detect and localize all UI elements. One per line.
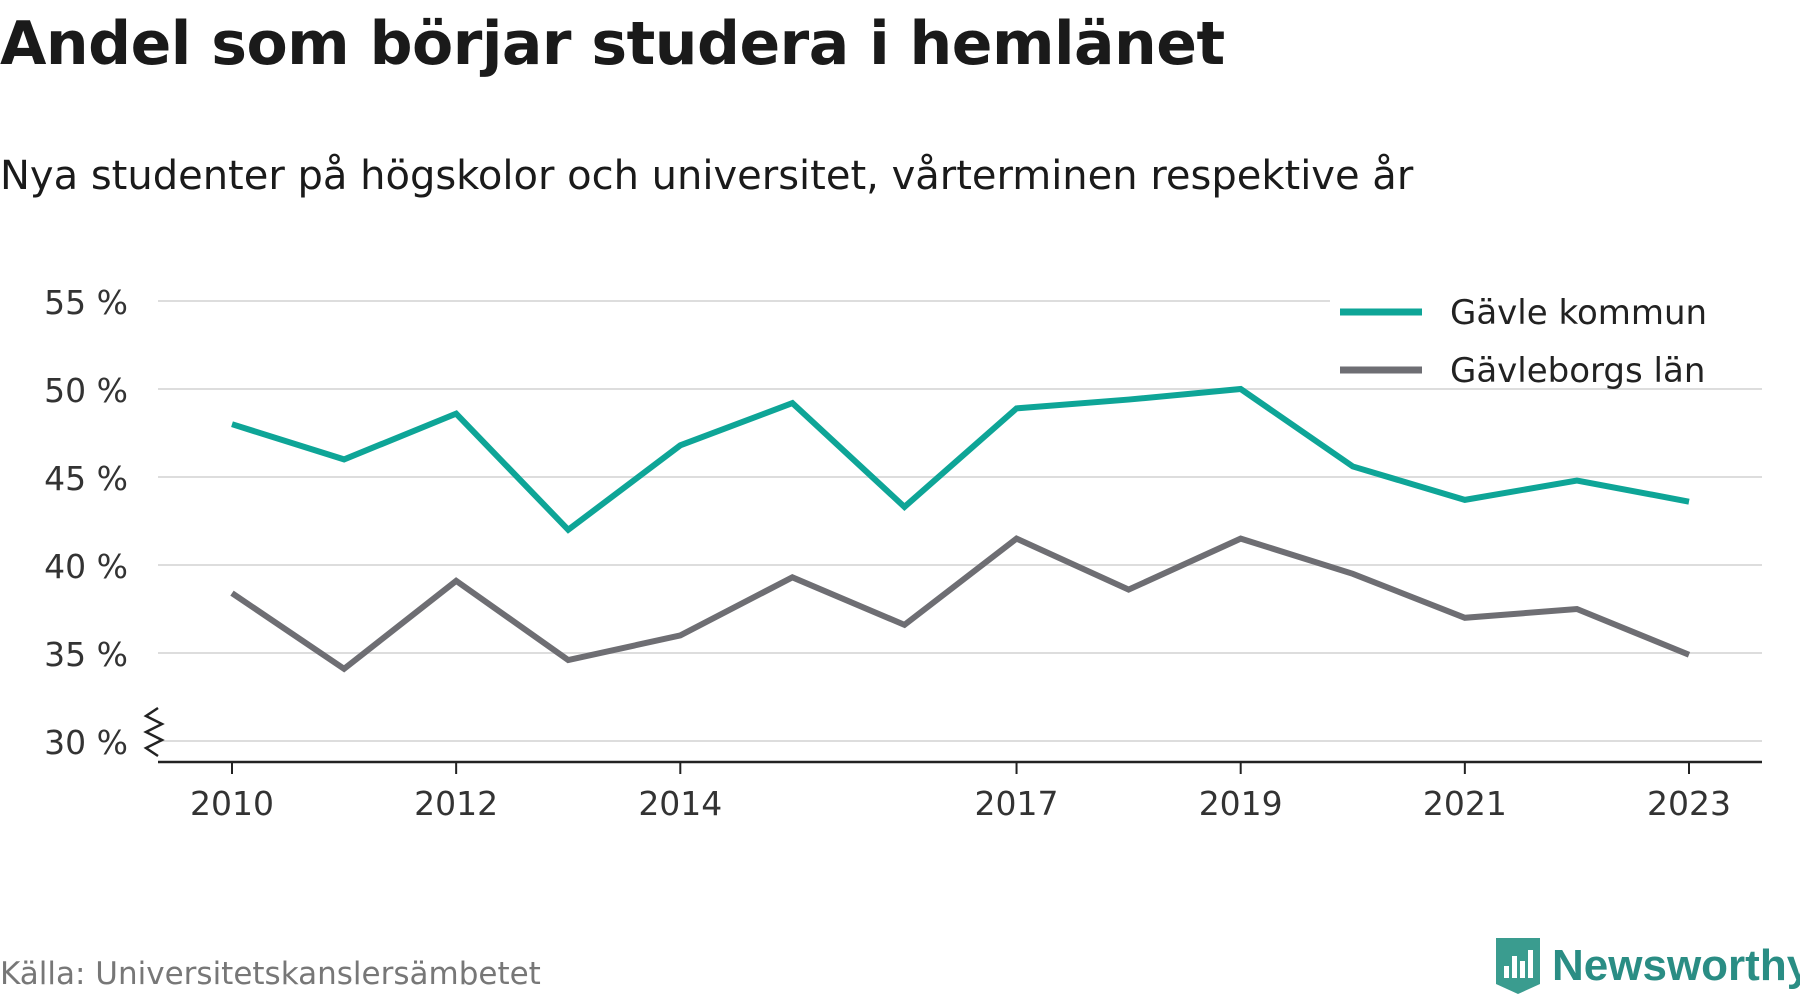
brand-name: Newsworthy: [1552, 941, 1800, 990]
chart-title: Andel som börjar studera i hemlänet: [0, 9, 1225, 79]
chart-subtitle: Nya studenter på högskolor och universit…: [0, 153, 1414, 199]
y-tick-label: 30 %: [44, 723, 128, 762]
x-tick-label: 2014: [638, 784, 722, 823]
legend-label: Gävle kommun: [1450, 293, 1707, 333]
x-tick-label: 2010: [190, 784, 274, 823]
y-tick-label: 45 %: [44, 459, 128, 498]
newsworthy-logo-icon: [1496, 938, 1540, 994]
legend-label: Gävleborgs län: [1450, 351, 1705, 391]
axis-break-icon: [143, 706, 165, 758]
x-tick-label: 2019: [1199, 784, 1283, 823]
series-line: [230, 535, 1691, 673]
x-tick-label: 2023: [1647, 784, 1731, 823]
y-tick-label: 35 %: [44, 635, 128, 674]
y-tick-label: 50 %: [44, 371, 128, 410]
y-tick-label: 55 %: [44, 283, 128, 322]
y-tick-label: 40 %: [44, 547, 128, 586]
x-tick-label: 2012: [414, 784, 498, 823]
source-note: Källa: Universitetskanslersämbetet: [0, 956, 541, 992]
brand-logo[interactable]: Newsworthy: [1494, 936, 1800, 996]
series-line: [231, 385, 1690, 534]
x-tick-label: 2017: [975, 784, 1059, 823]
x-tick-label: 2021: [1423, 784, 1507, 823]
